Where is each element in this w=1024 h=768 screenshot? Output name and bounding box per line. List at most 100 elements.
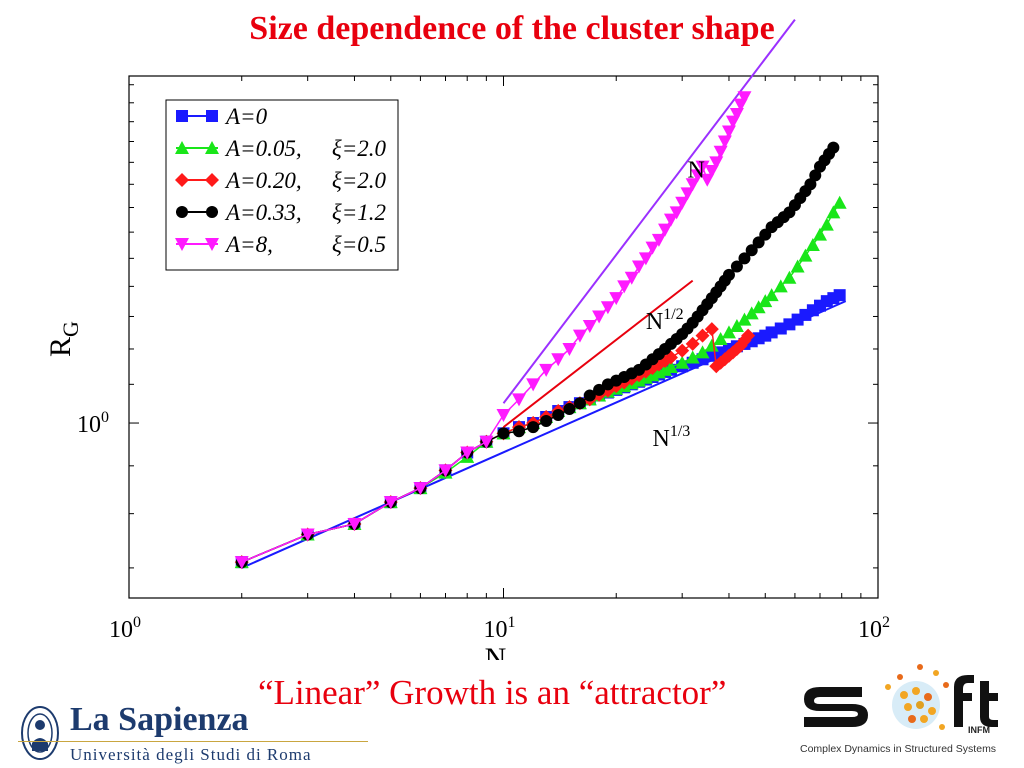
data-point xyxy=(572,329,587,343)
legend-marker xyxy=(176,110,188,122)
infm-label: INFM xyxy=(968,725,990,735)
legend-marker xyxy=(205,173,219,187)
data-point xyxy=(583,389,596,402)
data-point xyxy=(582,319,597,333)
data-point xyxy=(744,306,759,320)
x-tick-label: 101 xyxy=(484,614,516,643)
data-point xyxy=(540,415,553,428)
legend-label-xi: ξ=0.5 xyxy=(332,232,386,257)
data-point xyxy=(738,252,751,265)
legend: A=0 A=0.05, ξ=2.0 A=0.20, ξ=2.0 A=0.33, ξ=1.2 A… xyxy=(165,99,399,271)
data-point xyxy=(609,292,624,306)
legend-label: A=0.20, xyxy=(224,168,302,193)
data-point xyxy=(805,238,820,252)
data-point xyxy=(600,301,615,315)
y-axis-label: RG xyxy=(44,321,83,357)
plot-area xyxy=(234,91,847,570)
legend-label: A=8, xyxy=(224,232,273,257)
data-point xyxy=(713,145,728,159)
sapienza-subtitle: Università degli Studi di Roma xyxy=(70,745,312,764)
data-point xyxy=(741,328,756,343)
x-tick-label: 102 xyxy=(858,614,890,643)
molecule-sphere-icon xyxy=(885,664,949,730)
legend-marker xyxy=(175,238,189,251)
data-point xyxy=(527,421,540,434)
data-point xyxy=(552,408,565,421)
data-point xyxy=(812,227,827,241)
data-point xyxy=(709,156,724,170)
reference-line xyxy=(502,279,694,428)
data-point xyxy=(592,310,607,324)
data-point xyxy=(669,206,684,220)
sapienza-logo: La Sapienza Università degli Studi di Ro… xyxy=(18,701,378,765)
data-point xyxy=(721,325,736,339)
data-point xyxy=(819,217,834,231)
legend-marker xyxy=(205,238,219,251)
data-point xyxy=(479,435,494,449)
legend-marker xyxy=(206,110,218,122)
data-point xyxy=(804,178,817,191)
data-point xyxy=(737,312,752,326)
data-point xyxy=(722,268,735,281)
series-4 xyxy=(234,91,752,570)
data-point xyxy=(704,164,719,178)
data-point xyxy=(717,135,732,149)
legend-marker xyxy=(205,141,219,154)
series-0 xyxy=(235,289,846,569)
data-point xyxy=(685,178,700,192)
sapienza-crest-icon xyxy=(21,706,59,760)
data-point xyxy=(721,125,736,139)
legend-label-xi: ξ=1.2 xyxy=(332,200,386,225)
data-point xyxy=(624,271,639,285)
data-point xyxy=(512,393,527,407)
data-point xyxy=(729,318,744,332)
data-point xyxy=(562,342,577,356)
data-point xyxy=(496,408,511,422)
data-point xyxy=(383,496,398,510)
data-point xyxy=(617,280,632,294)
data-point xyxy=(631,260,646,274)
data-point xyxy=(539,363,554,377)
x-axis-label: N xyxy=(485,642,507,660)
soft-tagline: Complex Dynamics in Structured Systems xyxy=(800,743,997,755)
legend-marker xyxy=(175,141,189,154)
sapienza-divider xyxy=(18,741,368,742)
data-point xyxy=(438,464,453,478)
x-tick-label: 100 xyxy=(109,614,141,643)
data-point xyxy=(695,345,710,359)
sapienza-name: La Sapienza xyxy=(70,701,249,738)
data-point xyxy=(663,359,678,373)
data-point xyxy=(563,403,576,416)
data-point xyxy=(675,355,690,369)
data-point xyxy=(782,270,797,284)
data-point xyxy=(833,289,846,302)
legend-label: A=0.33, xyxy=(224,200,302,225)
data-point xyxy=(826,205,841,219)
data-point xyxy=(413,482,428,496)
data-point xyxy=(700,173,715,187)
data-point xyxy=(713,331,728,345)
data-point xyxy=(730,260,743,273)
reference-line-label: N xyxy=(688,158,705,184)
data-point xyxy=(593,383,606,396)
data-point xyxy=(765,326,778,339)
legend-box xyxy=(165,99,399,271)
data-point xyxy=(704,322,719,337)
data-point xyxy=(745,244,758,257)
data-point xyxy=(551,353,566,367)
data-point xyxy=(832,195,847,209)
data-point xyxy=(460,446,475,460)
reference-line xyxy=(502,19,796,404)
legend-label: A=0.05, xyxy=(224,136,302,161)
data-point xyxy=(513,425,526,438)
data-point xyxy=(695,160,710,174)
legend-marker xyxy=(175,173,189,187)
data-point xyxy=(790,259,805,273)
data-point xyxy=(300,528,315,542)
data-point xyxy=(497,427,510,440)
data-point xyxy=(798,248,813,262)
data-point xyxy=(685,350,700,364)
data-point xyxy=(347,517,362,531)
legend-label: A=0 xyxy=(224,104,268,129)
legend-label-xi: ξ=2.0 xyxy=(332,136,387,161)
